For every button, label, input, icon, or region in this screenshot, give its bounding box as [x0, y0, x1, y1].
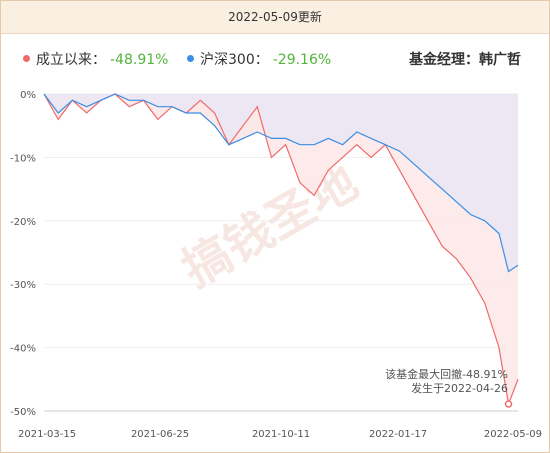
y-tick-label: 0%	[20, 90, 36, 101]
watermark-text: 搞钱圣地	[173, 154, 367, 299]
x-tick-label: 2022-05-09	[484, 429, 542, 440]
index-dot-icon	[187, 54, 194, 62]
index-legend-label: 沪深300：	[200, 52, 269, 68]
max-drawdown-date: 发生于2022-04-26	[411, 381, 508, 395]
y-tick-label: -40%	[10, 344, 36, 355]
y-tick-label: -10%	[10, 153, 36, 164]
x-tick-label: 2021-10-11	[252, 429, 310, 440]
max-drawdown-annotation: 该基金最大回撤-48.91%	[385, 367, 508, 381]
fund-dot-icon	[23, 54, 30, 62]
y-tick-label: -30%	[10, 280, 36, 291]
max-drawdown-marker	[504, 400, 513, 408]
fund-manager: 基金经理：韩广哲	[409, 52, 521, 68]
y-tick-label: -20%	[10, 217, 36, 228]
y-tick-label: -50%	[10, 407, 36, 418]
legend-index[interactable]: 沪深300： -29.16%	[187, 49, 331, 69]
legend-fund[interactable]: 成立以来： -48.91%	[23, 49, 168, 69]
index-area	[44, 94, 518, 272]
x-tick-label: 2022-01-17	[369, 429, 427, 440]
x-tick-label: 2021-03-15	[18, 429, 76, 440]
fund-legend-label: 成立以来：	[36, 52, 106, 68]
legend-row: 成立以来： -48.91% 沪深300： -29.16% 基金经理：韩广哲	[1, 45, 549, 69]
index-line	[43, 93, 519, 273]
fund-return-value: -48.91%	[110, 52, 169, 68]
x-tick-label: 2021-06-25	[131, 429, 189, 440]
fund-line	[43, 93, 519, 407]
update-date-header: 2022-05-09更新	[1, 1, 549, 34]
index-return-value: -29.16%	[272, 52, 332, 68]
